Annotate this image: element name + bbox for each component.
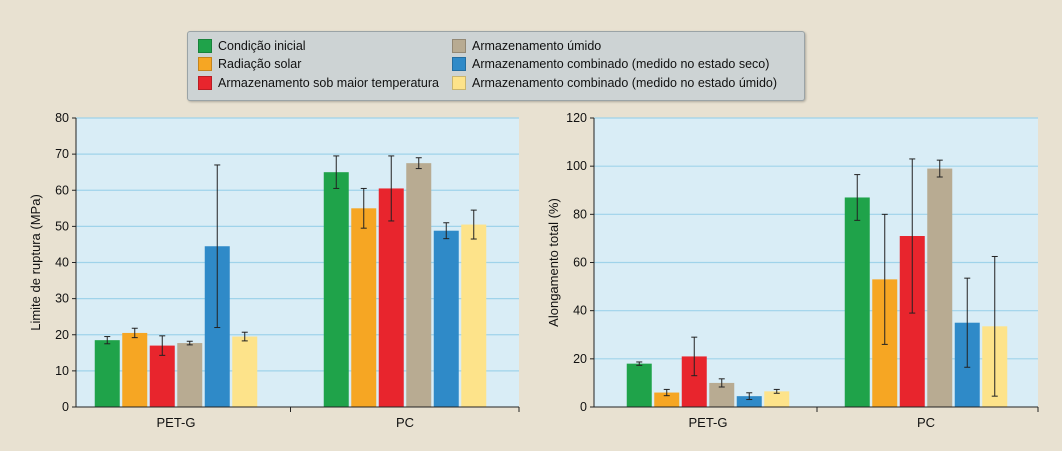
bar xyxy=(736,396,762,407)
bar xyxy=(626,363,652,407)
y-tick-label: 30 xyxy=(55,292,69,306)
bar xyxy=(232,336,258,407)
bar xyxy=(378,188,404,407)
legend-item: Armazenamento combinado (medido no estad… xyxy=(452,76,777,90)
bar xyxy=(461,224,487,407)
legend-swatch xyxy=(198,57,212,71)
legend-swatch xyxy=(452,76,466,90)
y-tick-label: 70 xyxy=(55,147,69,161)
y-tick-label: 60 xyxy=(573,256,587,270)
y-tick-label: 120 xyxy=(566,111,587,125)
legend-item: Radiação solar xyxy=(198,57,301,71)
legend-swatch xyxy=(198,39,212,53)
legend-label: Armazenamento úmido xyxy=(472,39,602,53)
legend-label: Armazenamento combinado (medido no estad… xyxy=(472,76,778,90)
bar xyxy=(654,392,680,407)
bar xyxy=(323,172,349,407)
y-tick-label: 20 xyxy=(55,328,69,342)
y-tick-label: 40 xyxy=(573,304,587,318)
y-tick-label: 60 xyxy=(55,183,69,197)
legend-swatch xyxy=(198,76,212,90)
y-tick-label: 40 xyxy=(55,256,69,270)
bar xyxy=(94,340,120,407)
y-tick-label: 10 xyxy=(55,364,69,378)
legend-label: Radiação solar xyxy=(218,57,302,71)
legend-label: Armazenamento combinado (medido no estad… xyxy=(472,57,770,71)
legend-swatch xyxy=(452,39,466,53)
bar xyxy=(764,391,790,407)
legend-swatch xyxy=(452,57,466,71)
legend-item: Condição inicial xyxy=(198,39,306,53)
bar xyxy=(177,343,203,407)
y-tick-label: 50 xyxy=(55,219,69,233)
legend-item: Armazenamento combinado (medido no estad… xyxy=(452,57,769,71)
x-tick-label: PC xyxy=(396,415,414,430)
legend-label: Armazenamento sob maior temperatura xyxy=(218,76,439,90)
y-tick-label: 0 xyxy=(62,400,69,414)
y-tick-label: 20 xyxy=(573,352,587,366)
y-tick-label: 100 xyxy=(566,159,587,173)
legend-item: Armazenamento úmido xyxy=(452,39,601,53)
x-tick-label: PC xyxy=(917,415,935,430)
bar xyxy=(351,208,377,407)
x-tick-label: PET-G xyxy=(156,415,195,430)
y-axis-title: Alongamento total (%) xyxy=(546,198,561,327)
bar xyxy=(122,332,148,407)
y-axis-title: Limite de ruptura (MPa) xyxy=(28,194,43,331)
legend-label: Condição inicial xyxy=(218,39,306,53)
y-tick-label: 80 xyxy=(55,111,69,125)
legend-item: Armazenamento sob maior temperatura xyxy=(198,76,439,90)
chart-legend: Condição inicial Radiação solar Armazena… xyxy=(187,31,805,101)
bar xyxy=(927,168,953,407)
y-tick-label: 0 xyxy=(580,400,587,414)
bar xyxy=(844,197,870,407)
bar xyxy=(433,230,459,407)
x-tick-label: PET-G xyxy=(688,415,727,430)
bar xyxy=(406,163,432,407)
y-tick-label: 80 xyxy=(573,207,587,221)
